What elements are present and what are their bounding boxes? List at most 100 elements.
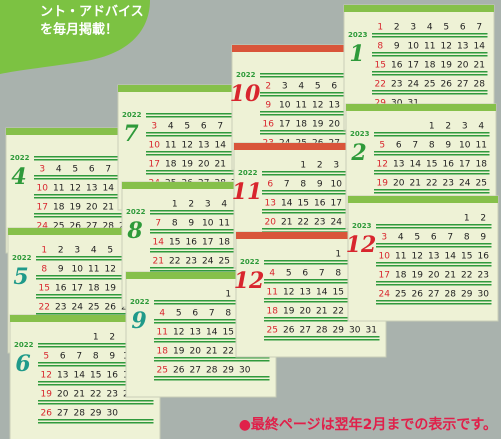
calendar-sheets: 2022412345678910111213141516171819202122… xyxy=(5,4,499,439)
date: 9 xyxy=(480,233,486,243)
week-line xyxy=(34,194,150,196)
date: 2 xyxy=(58,246,64,256)
date: 4 xyxy=(478,122,484,132)
year: 2022 xyxy=(122,111,142,119)
week-line xyxy=(264,263,380,265)
date: 3 xyxy=(462,122,468,132)
date: 19 xyxy=(441,61,453,71)
week-line xyxy=(38,422,154,424)
date: 23 xyxy=(186,257,197,267)
week-line xyxy=(376,265,492,267)
date: 14 xyxy=(103,184,115,194)
date: 11 xyxy=(53,184,64,194)
date: 2 xyxy=(445,122,451,132)
date: 14 xyxy=(474,42,486,52)
date: 16 xyxy=(478,252,490,262)
date: 18 xyxy=(53,203,65,213)
week-line xyxy=(376,224,492,226)
date: 18 xyxy=(267,307,279,317)
month-number: 7 xyxy=(123,121,139,147)
week-line xyxy=(264,336,380,338)
date: 17 xyxy=(72,284,83,294)
week-line xyxy=(154,357,270,359)
date: 3 xyxy=(74,246,80,256)
date: 8 xyxy=(93,352,99,362)
month-number: 6 xyxy=(15,351,30,377)
date: 24 xyxy=(331,218,343,228)
week-line xyxy=(264,279,380,281)
date: 5 xyxy=(72,165,78,175)
date: 30 xyxy=(107,409,119,419)
date: 24 xyxy=(408,80,420,90)
date: 20 xyxy=(198,160,210,170)
date: 2 xyxy=(480,214,486,224)
date: 16 xyxy=(314,199,326,209)
week-line xyxy=(262,212,378,214)
date: 10 xyxy=(408,42,420,52)
date: 9 xyxy=(109,352,115,362)
date: 12 xyxy=(41,371,52,381)
week-line xyxy=(260,133,376,135)
date: 2 xyxy=(188,200,194,210)
week-line xyxy=(372,74,488,76)
date: 25 xyxy=(53,222,64,232)
date: 27 xyxy=(428,290,439,300)
date: 19 xyxy=(312,120,324,130)
date: 18 xyxy=(296,120,308,130)
date: 21 xyxy=(153,257,164,267)
date: 11 xyxy=(424,42,435,52)
week-line xyxy=(262,228,378,230)
week-line xyxy=(374,189,490,191)
date: 20 xyxy=(300,307,312,317)
week-line xyxy=(154,338,270,340)
date: 22 xyxy=(223,347,234,357)
date: 19 xyxy=(70,203,82,213)
date: 7 xyxy=(217,122,223,132)
date: 29 xyxy=(333,326,345,336)
week-line xyxy=(260,114,376,116)
date: 6 xyxy=(192,309,198,319)
date: 15 xyxy=(298,199,309,209)
week-line xyxy=(34,159,150,161)
date: 6 xyxy=(331,82,337,92)
month-number: 12 xyxy=(346,232,377,258)
date: 6 xyxy=(460,23,466,33)
date: 15 xyxy=(169,238,180,248)
date: 21 xyxy=(103,203,114,213)
week-line xyxy=(150,270,266,272)
date: 4 xyxy=(398,233,404,243)
week-line xyxy=(38,381,154,383)
date: 25 xyxy=(476,179,487,189)
date: 24 xyxy=(202,257,214,267)
week-line xyxy=(262,190,378,192)
date: 22 xyxy=(426,179,437,189)
date: 15 xyxy=(461,252,472,262)
date: 21 xyxy=(74,390,85,400)
date: 14 xyxy=(316,288,328,298)
year: 2022 xyxy=(10,154,30,162)
week-line xyxy=(36,294,152,296)
week-line xyxy=(34,216,150,218)
date: 13 xyxy=(300,288,311,298)
date: 8 xyxy=(41,265,47,275)
date: 3 xyxy=(39,165,45,175)
week-line xyxy=(150,267,266,269)
date: 11 xyxy=(219,219,230,229)
date: 17 xyxy=(331,199,342,209)
date: 9 xyxy=(394,42,400,52)
year: 2022 xyxy=(236,71,256,79)
date: 3 xyxy=(410,23,416,33)
month-number: 5 xyxy=(13,264,28,290)
date: 6 xyxy=(201,122,207,132)
week-line xyxy=(146,154,262,156)
date: 28 xyxy=(316,326,328,336)
date: 19 xyxy=(41,390,53,400)
week-line xyxy=(150,251,266,253)
date: 5 xyxy=(43,352,49,362)
date: 14 xyxy=(445,252,457,262)
date: 20 xyxy=(265,218,277,228)
date: 20 xyxy=(428,271,440,281)
date: 3 xyxy=(282,82,288,92)
sheet-header xyxy=(236,232,386,239)
date: 3 xyxy=(381,233,387,243)
